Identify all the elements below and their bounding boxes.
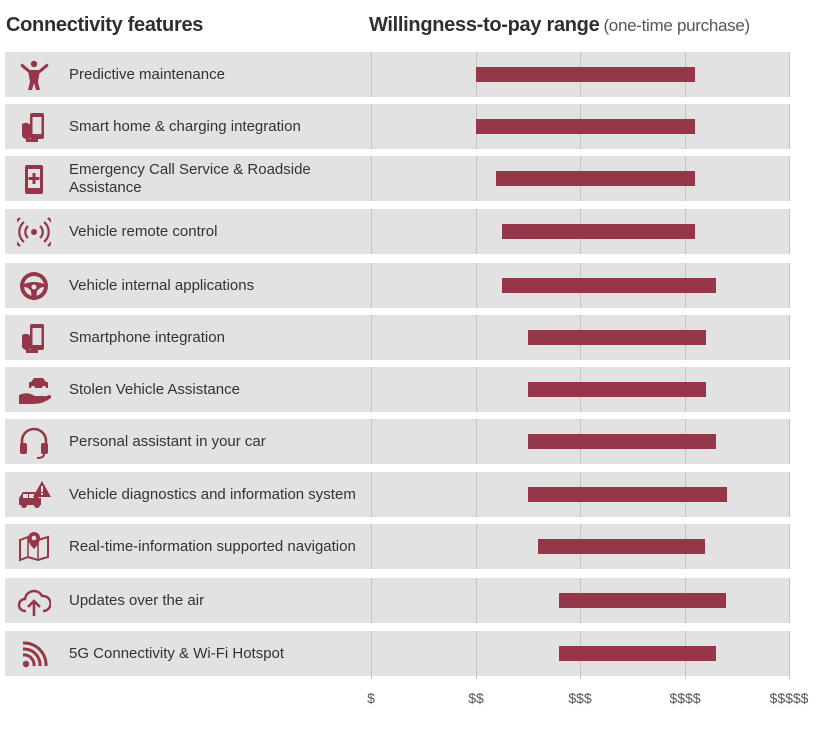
range-bar-smart-home-charging-integration: [476, 119, 695, 134]
wifi-signal-icon: [17, 637, 51, 671]
map-pin-icon: [17, 530, 51, 564]
mechanic-tools-icon: [17, 58, 51, 92]
feature-label: Predictive maintenance: [69, 65, 225, 83]
x-tick-label: $$: [468, 690, 484, 706]
range-bar-vehicle-remote-control: [502, 224, 695, 239]
feature-label: Vehicle remote control: [69, 222, 218, 240]
feature-label: Emergency Call Service & Roadside Assist…: [69, 160, 311, 196]
wtp-subtitle: (one-time purchase): [603, 16, 750, 35]
feature-label: 5G Connectivity & Wi-Fi Hotspot: [69, 644, 285, 662]
range-bar-updates-over-the-air: [559, 593, 726, 608]
range-bar-personal-assistant-in-your-car: [528, 434, 716, 449]
x-tick-label: $$$: [568, 690, 592, 706]
row-separator: [5, 412, 790, 419]
feature-label: Updates over the air: [69, 591, 205, 609]
range-bar-predictive-maintenance: [476, 67, 695, 82]
row-separator: [5, 360, 790, 367]
feature-label: Smartphone integration: [69, 328, 225, 346]
feature-label: Vehicle diagnostics and information syst…: [69, 485, 356, 503]
headset-icon: [17, 425, 51, 459]
wtp-title-main: Willingness-to-pay range: [369, 14, 600, 36]
row-separator: [5, 149, 790, 156]
range-bar-5g-connectivity-wi-fi-hotspot: [559, 646, 716, 661]
range-bar-vehicle-internal-applications: [502, 278, 716, 293]
x-tick-label: $$$$$: [769, 690, 809, 706]
range-bar-emergency-call-service-roadside-assistance: [496, 171, 695, 186]
x-tick-label: $$$$: [669, 690, 701, 706]
row-separator: [5, 569, 790, 578]
cloud-upload-icon: [17, 584, 51, 618]
range-bar-smartphone-integration: [528, 330, 706, 345]
feature-row-emergency-call-service-roadside-assistance: Emergency Call Service & Roadside Assist…: [5, 156, 790, 201]
feature-label: Smart home & charging integration: [69, 117, 301, 135]
wtp-title: Willingness-to-pay range (one-time purcha…: [369, 14, 750, 37]
row-separator: [5, 97, 790, 104]
x-tick-label: $: [367, 690, 375, 706]
remote-signal-icon: [17, 215, 51, 249]
row-separator: [5, 308, 790, 315]
row-separator: [5, 254, 790, 263]
emergency-phone-icon: [17, 162, 51, 196]
range-bar-real-time-information-supported-navigation: [538, 539, 705, 554]
car-in-hand-icon: [17, 373, 51, 407]
steering-wheel-icon: [17, 269, 51, 303]
feature-label: Vehicle internal applications: [69, 276, 255, 294]
feature-label: Personal assistant in your car: [69, 432, 266, 450]
features-title: Connectivity features: [6, 14, 204, 36]
feature-label: Stolen Vehicle Assistance: [69, 380, 240, 398]
smartphone-hand-icon: [17, 321, 51, 355]
row-separator: [5, 464, 790, 472]
smartphone-hand-icon: [17, 110, 51, 144]
row-separator: [5, 517, 790, 524]
range-bar-stolen-vehicle-assistance: [528, 382, 706, 397]
car-warning-icon: [17, 478, 51, 512]
row-separator: [5, 201, 790, 209]
range-bar-vehicle-diagnostics-and-information-system: [528, 487, 727, 502]
feature-label: Real-time-information supported navigati…: [69, 537, 356, 555]
row-separator: [5, 623, 790, 631]
